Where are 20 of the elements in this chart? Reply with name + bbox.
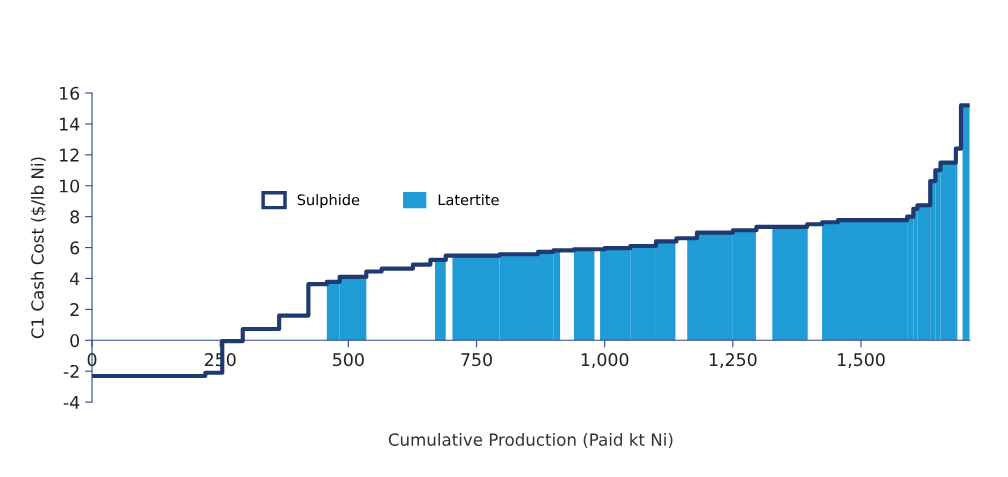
y-tick-label: -4 [63,396,80,409]
y-tick-label: 0 [70,334,80,348]
y-tick-label: 14 [60,117,80,131]
y-tick-label: 12 [60,148,79,162]
x-tick-label: 1,000 [581,353,629,368]
x-tick-label: 1,250 [709,353,757,368]
x-tick-label: 500 [333,353,364,367]
y-tick-label: 16 [60,86,80,100]
x-axis-title: Cumulative Production (Paid kt Ni) [388,433,673,448]
legend-label: Latertite [438,194,499,206]
y-tick-label: -2 [63,364,79,378]
y-tick-label: 4 [70,272,80,286]
y-tick-label: 6 [70,241,80,255]
x-tick-label: 1,500 [838,353,885,368]
y-tick-label: 8 [70,210,80,224]
y-tick-label: 10 [60,179,80,193]
x-tick-label: 750 [461,353,492,367]
legend-label: Sulphide [297,194,360,209]
y-axis-title: C1 Cash Cost ($/lb Ni) [30,157,47,339]
y-tick-label: 2 [70,303,79,316]
